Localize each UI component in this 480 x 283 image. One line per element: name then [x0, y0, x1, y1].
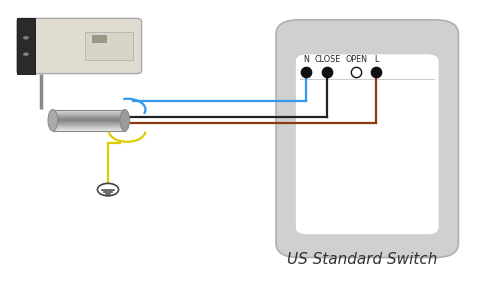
Text: OPEN: OPEN	[345, 55, 367, 64]
Bar	[53, 110, 125, 131]
Bar	[53, 130, 125, 131]
Bar	[53, 118, 125, 119]
Bar	[53, 123, 125, 124]
Circle shape	[23, 53, 29, 56]
Point	[352, 70, 360, 74]
Bar	[17, 18, 35, 74]
Ellipse shape	[48, 110, 58, 131]
Bar	[53, 129, 125, 130]
Bar	[85, 32, 133, 60]
Bar	[53, 121, 125, 122]
Text: US Standard Switch: US Standard Switch	[287, 252, 438, 267]
Circle shape	[23, 36, 29, 39]
Bar	[53, 111, 125, 112]
Bar	[53, 124, 125, 125]
Bar	[53, 117, 125, 118]
Bar	[53, 128, 125, 129]
Bar	[53, 120, 125, 121]
Point	[372, 70, 380, 74]
Bar	[92, 35, 107, 43]
Point	[302, 70, 310, 74]
Point	[324, 70, 331, 74]
Text: N: N	[303, 55, 309, 64]
Bar	[53, 122, 125, 123]
Text: L: L	[374, 55, 379, 64]
Ellipse shape	[120, 110, 130, 131]
Bar	[53, 119, 125, 120]
Bar	[53, 112, 125, 113]
Bar	[53, 115, 125, 116]
Bar	[53, 113, 125, 114]
Bar	[53, 114, 125, 115]
Bar	[53, 126, 125, 127]
Bar	[53, 125, 125, 126]
Bar	[53, 116, 125, 117]
FancyBboxPatch shape	[17, 18, 142, 74]
FancyBboxPatch shape	[295, 54, 439, 235]
Bar	[53, 127, 125, 128]
Bar	[53, 110, 125, 111]
Text: CLOSE: CLOSE	[314, 55, 340, 64]
FancyBboxPatch shape	[276, 20, 458, 258]
